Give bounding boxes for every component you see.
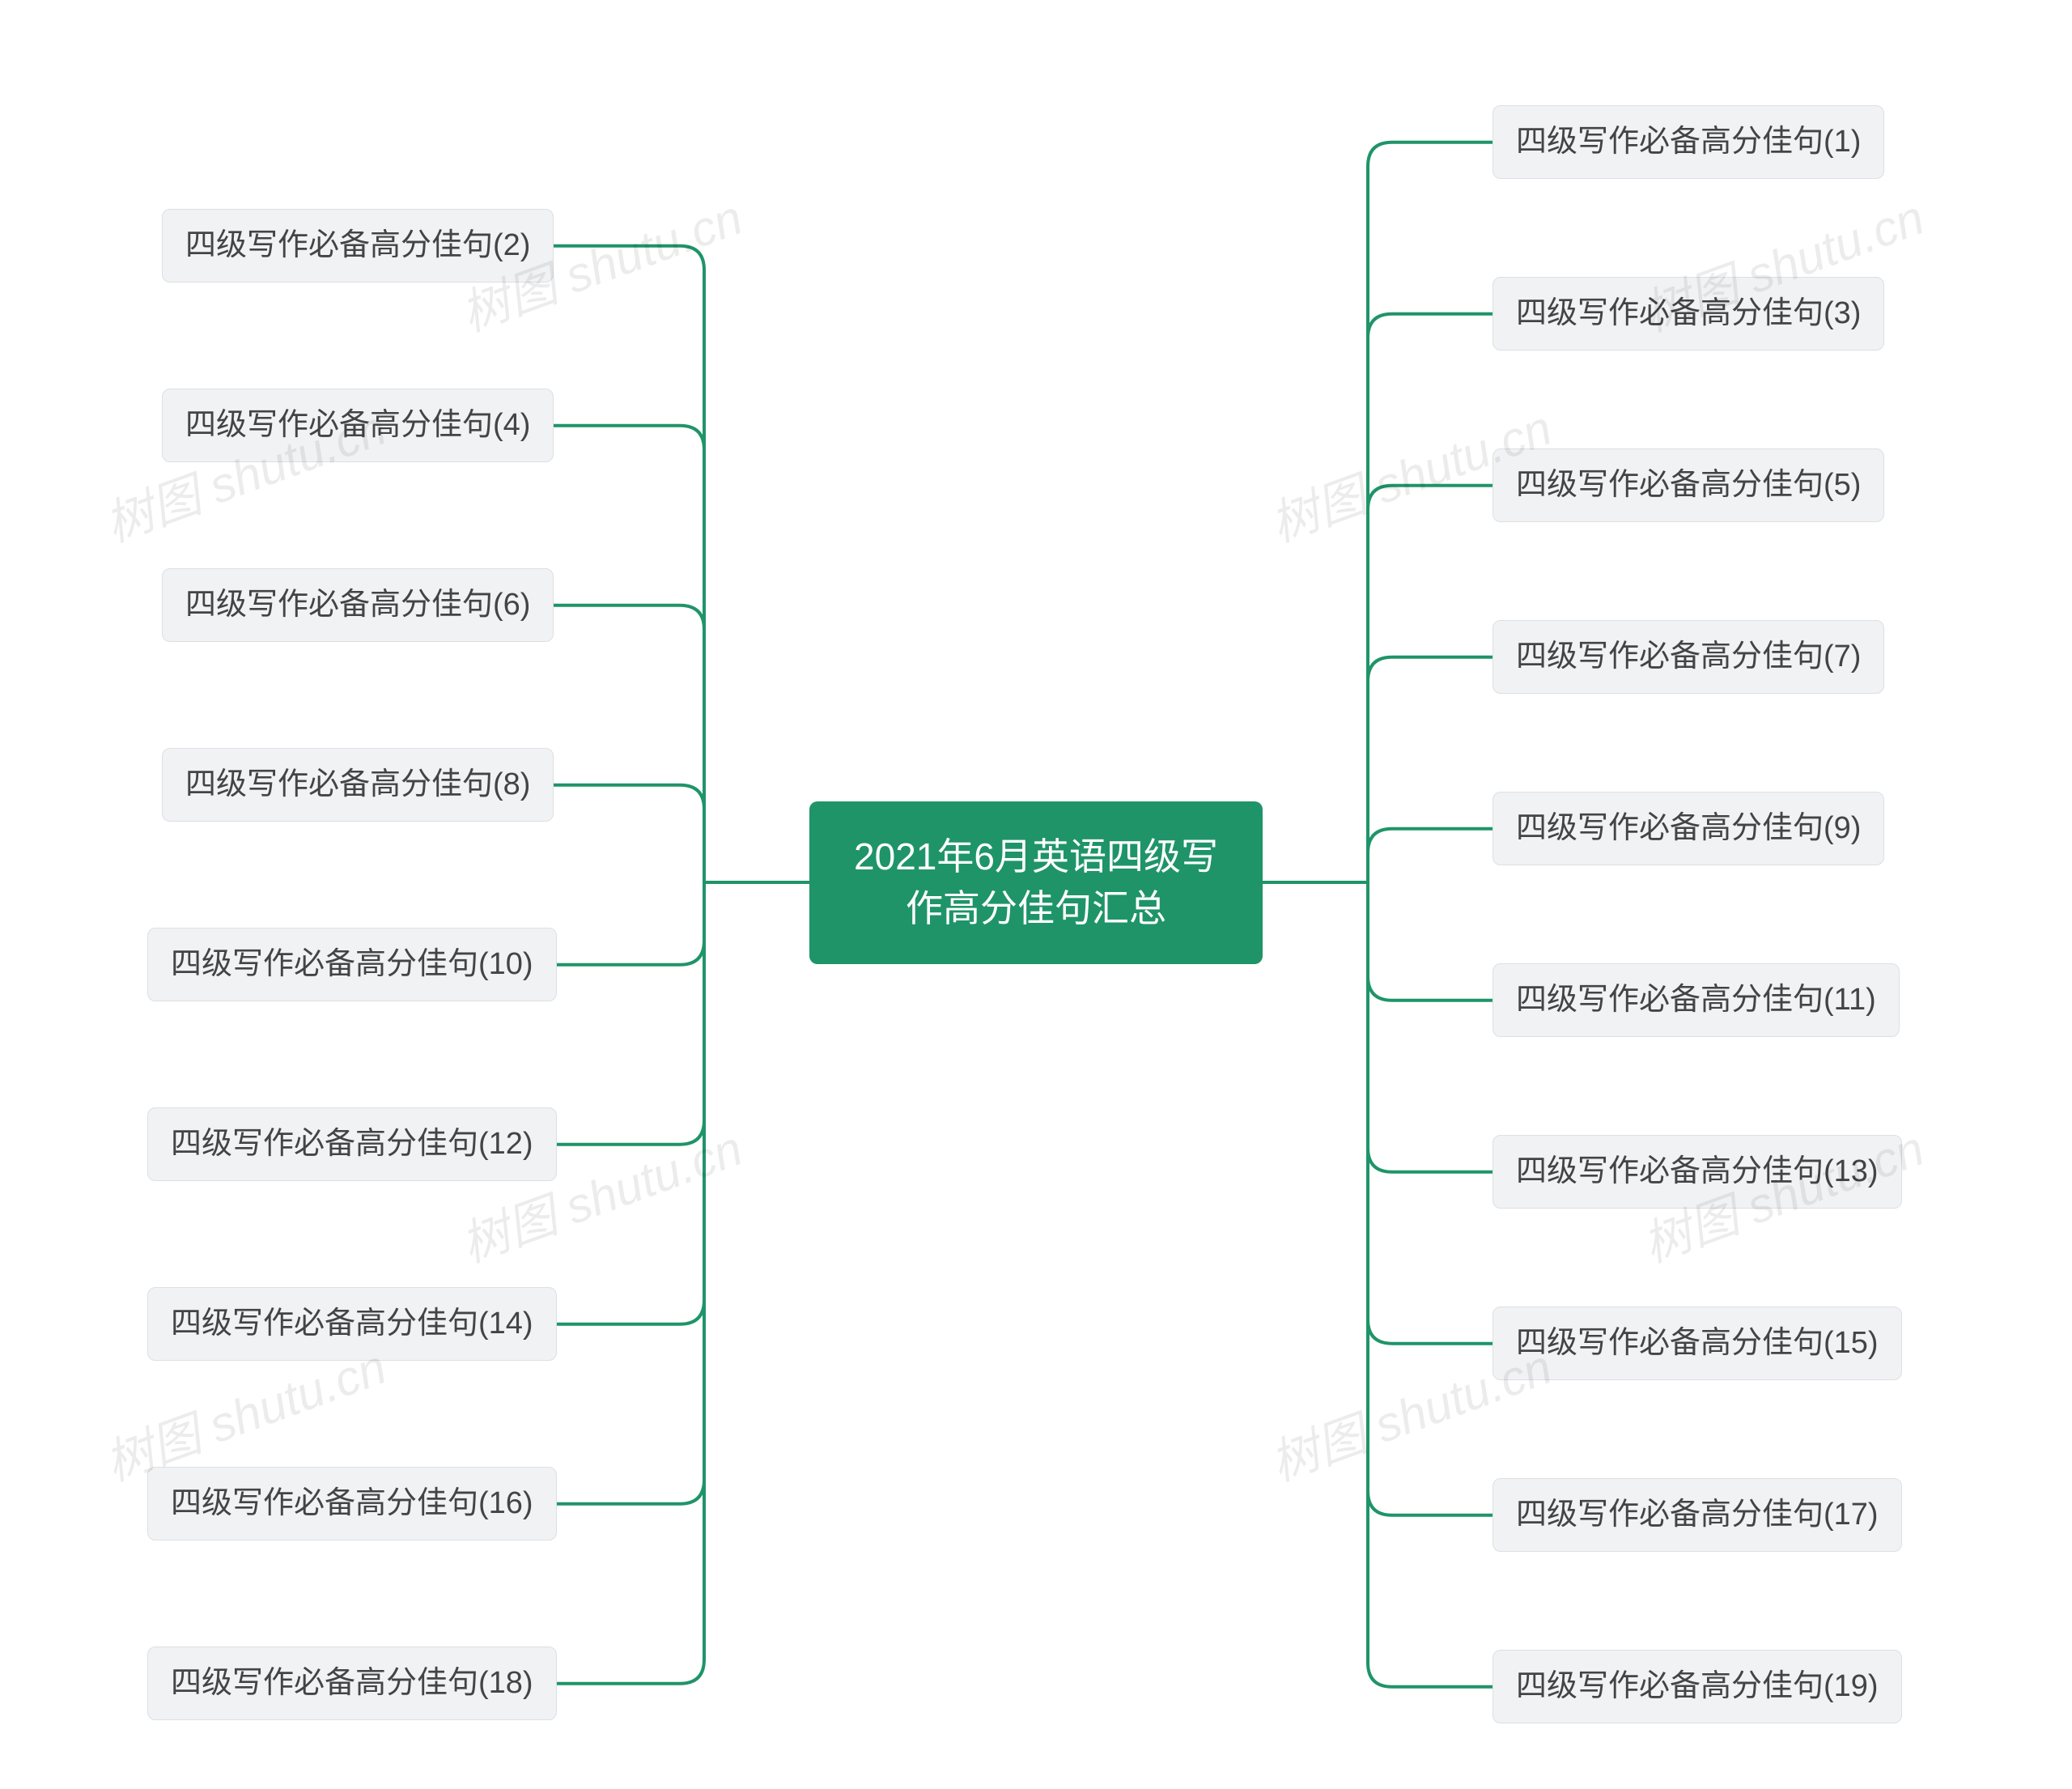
child-node-right-0[interactable]: 四级写作必备高分佳句(1) [1492,105,1884,179]
mindmap-canvas: 2021年6月英语四级写作高分佳句汇总 四级写作必备高分佳句(2) 四级写作必备高… [0,0,2072,1789]
child-node-right-6[interactable]: 四级写作必备高分佳句(13) [1492,1135,1902,1209]
child-node-left-5[interactable]: 四级写作必备高分佳句(12) [147,1107,557,1181]
child-node-left-2[interactable]: 四级写作必备高分佳句(6) [162,568,554,642]
child-node-right-8[interactable]: 四级写作必备高分佳句(17) [1492,1478,1902,1552]
child-node-right-5[interactable]: 四级写作必备高分佳句(11) [1492,963,1900,1037]
child-node-right-1[interactable]: 四级写作必备高分佳句(3) [1492,277,1884,351]
child-node-left-8[interactable]: 四级写作必备高分佳句(18) [147,1647,557,1720]
child-node-right-7[interactable]: 四级写作必备高分佳句(15) [1492,1307,1902,1380]
child-node-left-4[interactable]: 四级写作必备高分佳句(10) [147,928,557,1001]
center-node[interactable]: 2021年6月英语四级写作高分佳句汇总 [809,801,1263,964]
child-node-right-3[interactable]: 四级写作必备高分佳句(7) [1492,620,1884,694]
child-node-left-7[interactable]: 四级写作必备高分佳句(16) [147,1467,557,1540]
child-node-left-0[interactable]: 四级写作必备高分佳句(2) [162,209,554,283]
child-node-right-2[interactable]: 四级写作必备高分佳句(5) [1492,448,1884,522]
child-node-right-9[interactable]: 四级写作必备高分佳句(19) [1492,1650,1902,1723]
child-node-left-6[interactable]: 四级写作必备高分佳句(14) [147,1287,557,1361]
child-node-right-4[interactable]: 四级写作必备高分佳句(9) [1492,792,1884,865]
child-node-left-1[interactable]: 四级写作必备高分佳句(4) [162,389,554,462]
child-node-left-3[interactable]: 四级写作必备高分佳句(8) [162,748,554,822]
